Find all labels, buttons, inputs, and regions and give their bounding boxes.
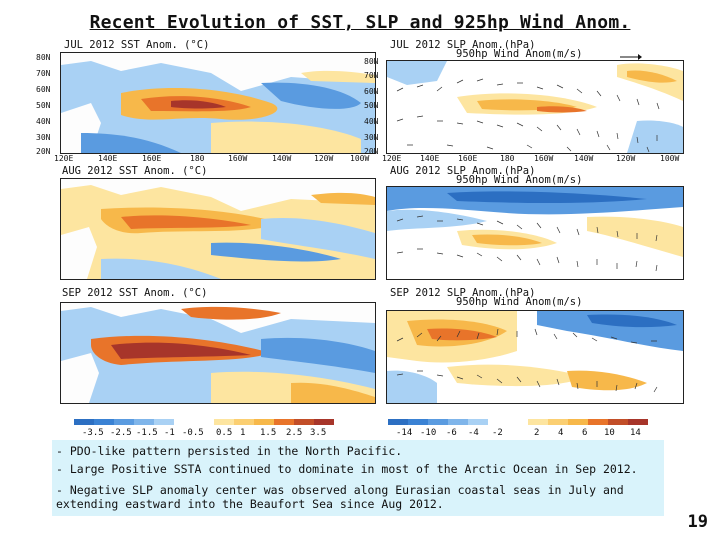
lon-label: 120W [314, 154, 334, 163]
panel-title: AUG 2012 SST Anom. (°C) [62, 165, 208, 177]
summary-notes: - PDO-like pattern persisted in the Nort… [52, 440, 664, 516]
lon-label: 140W [574, 154, 594, 163]
panel-subtitle: 950hp Wind Anom(m/s) [456, 48, 583, 60]
colorbar-label: -14 [396, 428, 413, 438]
colorbar-label: -2 [492, 428, 503, 438]
colorbar-label: 0.5 [216, 428, 233, 438]
colorbar-label: -0.5 [182, 428, 204, 438]
lat-label: 70N [364, 71, 379, 80]
lon-label: 160W [534, 154, 554, 163]
colorbar-label: -2.5 [110, 428, 132, 438]
note-arctic-ssta: - Large Positive SSTA continued to domin… [56, 462, 638, 476]
lon-label: 140E [98, 154, 118, 163]
lon-label: 140W [272, 154, 292, 163]
lon-label: 160W [228, 154, 248, 163]
sst-map-aug [60, 178, 376, 280]
sst-map-jul [60, 52, 376, 154]
colorbar-label: 2.5 [286, 428, 303, 438]
slp-map-sep [386, 310, 684, 404]
slp-map-aug [386, 186, 684, 280]
lat-label: 20N [364, 147, 379, 156]
lat-label: 30N [36, 133, 51, 142]
lon-label: 120E [54, 154, 74, 163]
panel-title: SEP 2012 SLP Anom.(hPa) [390, 287, 536, 299]
lon-label: 120W [616, 154, 636, 163]
lon-label: 160E [142, 154, 162, 163]
note-slp-center: - Negative SLP anomaly center was observ… [56, 483, 624, 511]
panel-subtitle: 950hp Wind Anom(m/s) [456, 174, 583, 186]
panel-title: JUL 2012 SST Anom. (°C) [64, 39, 210, 51]
lat-label: 40N [364, 117, 379, 126]
lat-label: 80N [364, 57, 379, 66]
lat-label: 80N [36, 53, 51, 62]
lon-label: 180 [190, 154, 205, 163]
panel-title: SEP 2012 SST Anom. (°C) [62, 287, 208, 299]
lat-label: 30N [364, 133, 379, 142]
colorbar-label: 3.5 [310, 428, 327, 438]
lon-label: 120E [382, 154, 402, 163]
page-number: 19 [687, 512, 708, 532]
colorbar-label: 1.5 [260, 428, 277, 438]
colorbar-label: 4 [558, 428, 564, 438]
colorbar-label: 2 [534, 428, 540, 438]
note-pdo: - PDO-like pattern persisted in the Nort… [56, 444, 403, 458]
lon-label: 180 [500, 154, 515, 163]
wind-field [387, 61, 683, 153]
lon-label: 100W [660, 154, 680, 163]
lon-label: 140E [420, 154, 440, 163]
colorbar-label: -10 [420, 428, 437, 438]
lat-label: 60N [364, 87, 379, 96]
colorbar-label: -1 [164, 428, 175, 438]
wind-field [387, 187, 683, 279]
lon-label: 100W [350, 154, 370, 163]
colorbar-label: -1.5 [136, 428, 158, 438]
lat-label: 60N [36, 85, 51, 94]
reference-vector-icon [620, 54, 642, 60]
slide-title: Recent Evolution of SST, SLP and 925hp W… [89, 12, 631, 33]
lat-label: 70N [36, 69, 51, 78]
slp-map-jul [386, 60, 684, 154]
wind-field [387, 311, 683, 403]
panel-title: AUG 2012 SLP Anom.(hPa) [390, 165, 536, 177]
panel-subtitle: 950hp Wind Anom(m/s) [456, 296, 583, 308]
sst-map-sep [60, 302, 376, 404]
colorbar-label: -3.5 [82, 428, 104, 438]
lat-label: 50N [36, 101, 51, 110]
lat-label: 50N [364, 101, 379, 110]
colorbar-label: 14 [630, 428, 641, 438]
panel-title: JUL 2012 SLP Anom.(hPa) [390, 39, 536, 51]
lon-label: 160E [458, 154, 478, 163]
colorbar-label: -4 [468, 428, 479, 438]
lat-label: 20N [36, 147, 51, 156]
colorbar-label: 6 [582, 428, 588, 438]
colorbar-label: 10 [604, 428, 615, 438]
lat-label: 40N [36, 117, 51, 126]
colorbar-label: 1 [240, 428, 246, 438]
colorbar-label: -6 [446, 428, 457, 438]
